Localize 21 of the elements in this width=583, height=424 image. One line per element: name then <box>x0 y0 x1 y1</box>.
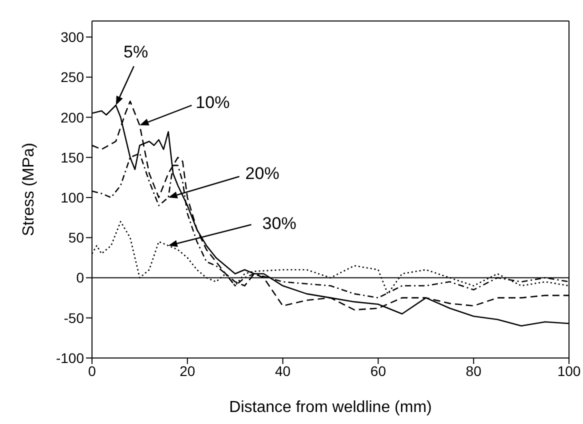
y-tick-label: 100 <box>60 189 84 206</box>
y-axis-title: Stress (MPa) <box>20 142 38 236</box>
y-tick-label: 0 <box>76 270 84 286</box>
x-tick-label: 100 <box>557 362 581 379</box>
y-tick-label: 300 <box>60 29 84 46</box>
y-tick-label: 250 <box>60 69 84 86</box>
y-tick-label: -100 <box>56 350 84 366</box>
annotation: 30% <box>262 214 296 234</box>
x-tick-label: 0 <box>88 362 96 379</box>
x-axis-title: Distance from weldline (mm) <box>229 399 432 416</box>
x-tick-label: 80 <box>466 362 482 379</box>
annotation: 5% <box>124 42 148 62</box>
annotation: 20% <box>245 164 280 184</box>
y-tick-label: 150 <box>60 149 84 166</box>
y-tick-label: 50 <box>68 230 84 246</box>
x-tick-label: 40 <box>275 362 291 379</box>
annotation: 10% <box>196 92 230 112</box>
y-tick-label: 200 <box>60 109 84 126</box>
y-tick-label: -50 <box>64 310 84 326</box>
x-tick-label: 20 <box>180 362 196 379</box>
x-tick-label: 60 <box>370 362 386 379</box>
